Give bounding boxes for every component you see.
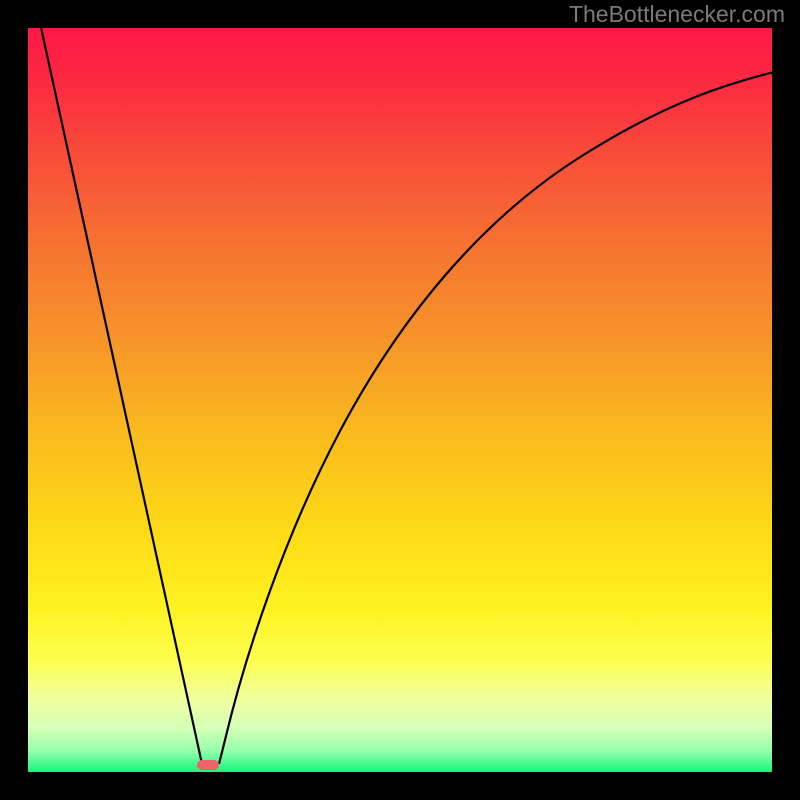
bottleneck-chart: TheBottlenecker.com xyxy=(0,0,800,800)
watermark-text: TheBottlenecker.com xyxy=(569,1,785,27)
chart-canvas: TheBottlenecker.com xyxy=(0,0,800,800)
plot-area xyxy=(28,28,772,772)
minimum-marker xyxy=(197,760,219,770)
